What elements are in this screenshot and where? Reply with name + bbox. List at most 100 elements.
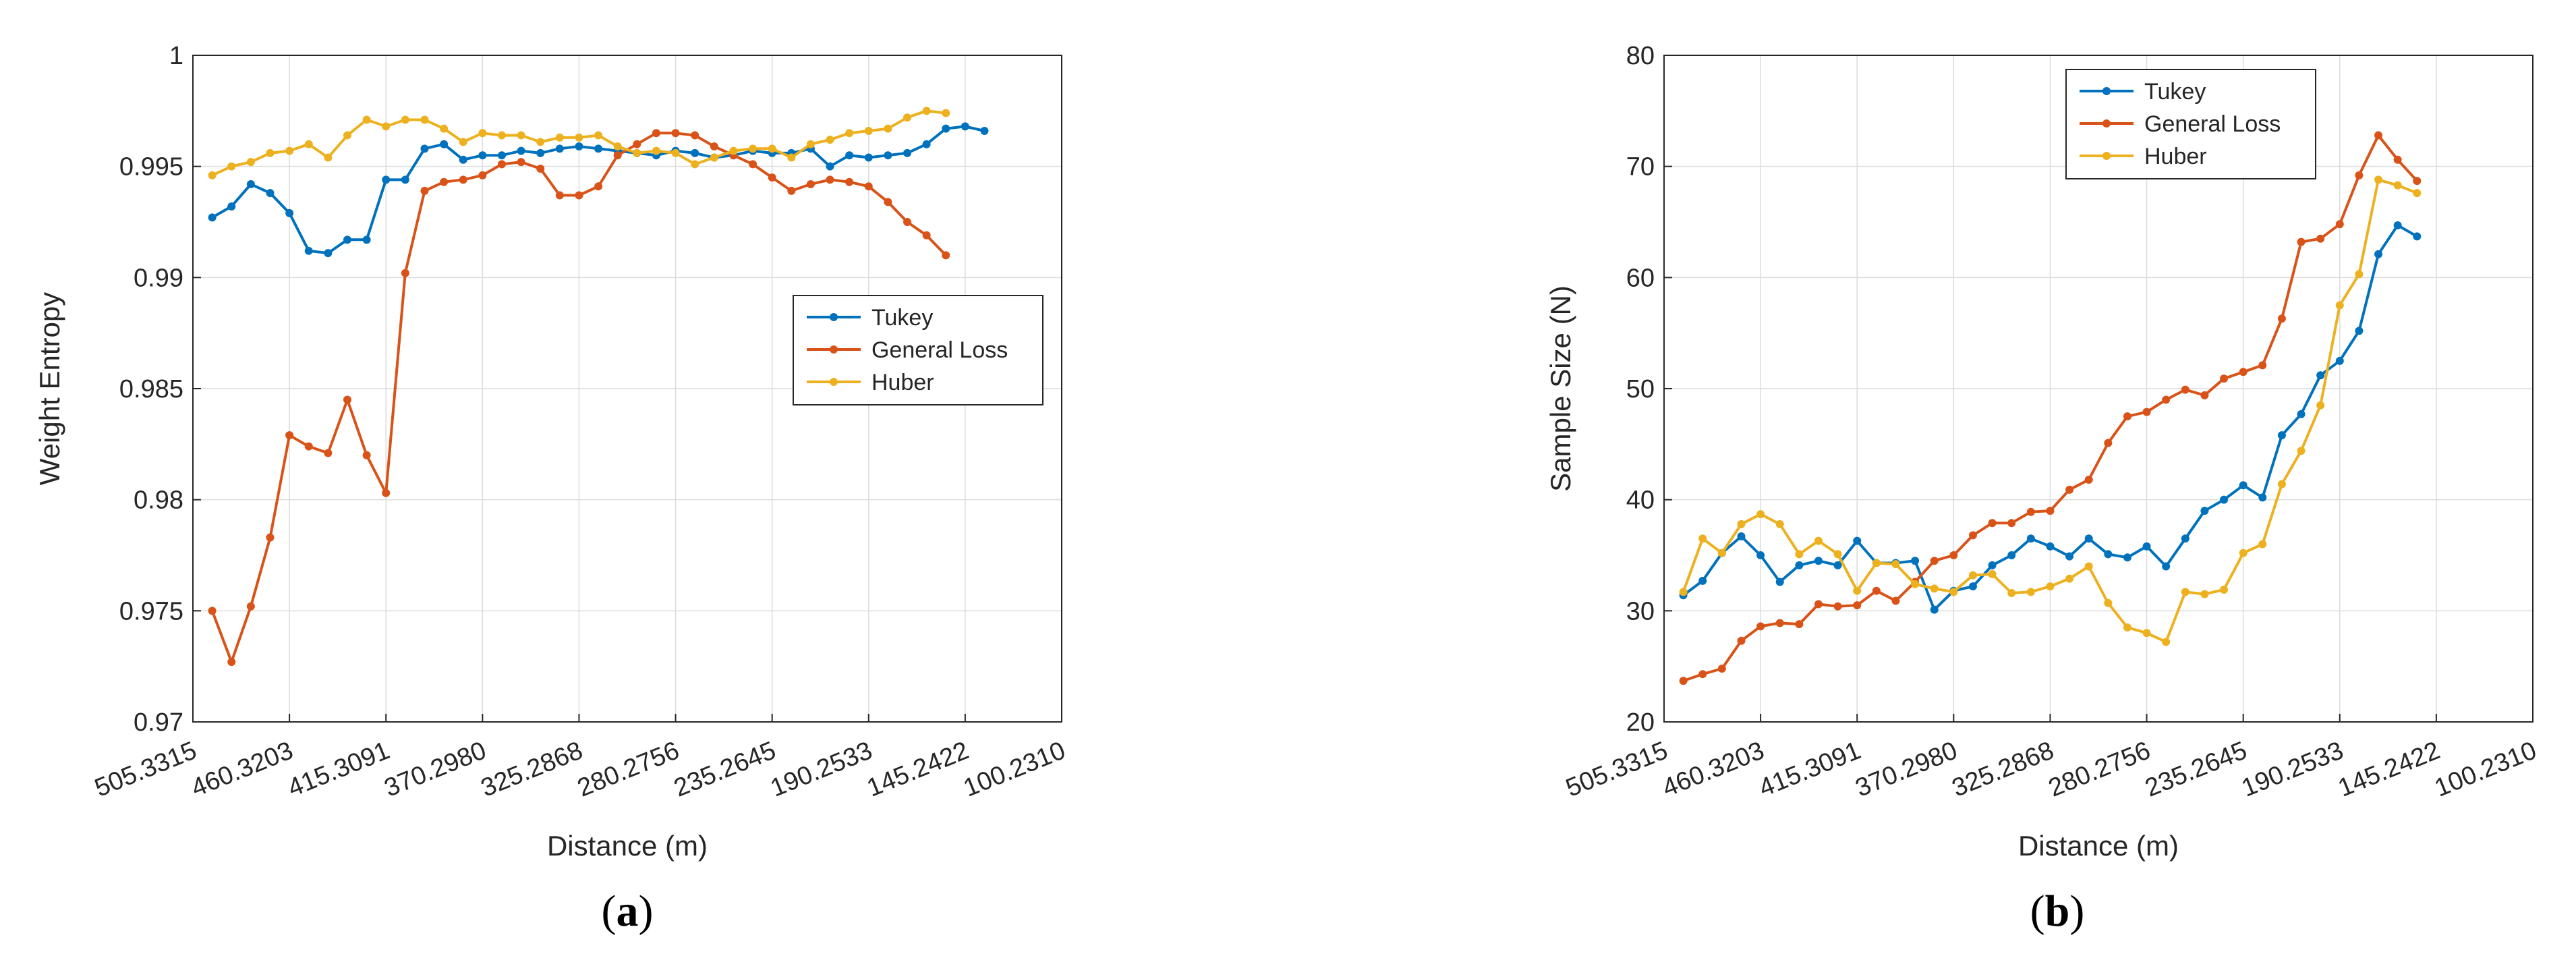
chart-b-series-general-loss-point xyxy=(2413,177,2422,186)
chart-a-series-tukey-point xyxy=(942,124,950,133)
chart-b-series-tukey-point xyxy=(2104,550,2113,559)
chart-b-series-tukey-point xyxy=(2374,250,2383,258)
chart-a-series-huber-point xyxy=(884,124,892,133)
chart-b-series-huber-point xyxy=(1795,550,1804,559)
chart-a-series-general-loss-point xyxy=(942,251,950,260)
chart-b-series-general-loss-point xyxy=(1756,622,1765,631)
chart-a-series-huber-point xyxy=(575,133,583,142)
chart-a-series-huber-point xyxy=(497,131,506,140)
chart-a-series-huber-point xyxy=(671,148,680,157)
chart-a-series-general-loss-point xyxy=(613,151,622,160)
chart-b-xtick-label: 325.2868 xyxy=(1948,736,2058,802)
chart-b-series-tukey-point xyxy=(1930,605,1939,614)
chart-b-series-general-loss-point xyxy=(1930,557,1939,565)
chart-b-series-general-loss-point xyxy=(2104,439,2113,447)
chart-a-series-tukey-point xyxy=(440,140,449,148)
chart-b-xtick-label: 280.2756 xyxy=(2044,736,2154,802)
chart-b-series-general-loss-point xyxy=(1949,551,1958,559)
chart-b-series-tukey-point xyxy=(1737,532,1746,541)
chart-a-xtick-label: 190.2533 xyxy=(766,736,876,802)
chart-b-series-tukey-point xyxy=(2335,356,2344,365)
chart-a-series-general-loss-point xyxy=(285,431,294,440)
chart-b-series-huber-point xyxy=(2239,549,2248,557)
chart-b-series-tukey-point xyxy=(2123,553,2131,562)
chart-b-series-tukey-point xyxy=(1911,557,1920,565)
chart-b-series-tukey-point xyxy=(2393,221,2402,229)
chart-b-series-huber-point xyxy=(2277,480,2286,488)
chart-b-series-general-loss-point xyxy=(1698,670,1707,679)
chart-b-series-tukey-point xyxy=(2007,551,2016,559)
chart-a-xlabel: Distance (m) xyxy=(547,830,708,862)
chart-b-series-general-loss-point xyxy=(2084,476,2093,484)
chart-a-series-huber-point xyxy=(691,160,699,169)
chart-b-series-huber-point xyxy=(2316,401,2325,410)
chart-b-ytick-label: 40 xyxy=(1626,486,1655,515)
chart-a-series-tukey-point xyxy=(266,189,275,198)
chart-b-series-huber-point xyxy=(2123,623,2131,632)
chart-a-series-tukey-point xyxy=(691,148,699,157)
chart-b-legend-tukey-label: Tukey xyxy=(2144,79,2206,105)
chart-b-series-general-loss-point xyxy=(2026,507,2035,516)
chart-b-series-tukey-point xyxy=(2258,493,2267,502)
chart-a-series-huber-point xyxy=(826,136,834,144)
chart-b-xtick-label: 100.2310 xyxy=(2431,736,2541,802)
chart-a-xtick-label: 280.2756 xyxy=(573,736,683,802)
chart-a-xtick-label: 145.2422 xyxy=(863,736,973,802)
chart-b-series-huber-point xyxy=(2046,582,2055,591)
chart-a-series-huber-point xyxy=(304,140,313,148)
chart-a-ytick-label: 0.985 xyxy=(119,375,183,403)
chart-a-series-general-loss-point xyxy=(266,533,275,542)
chart-b-xlabel: Distance (m) xyxy=(2018,830,2179,862)
chart-a-weight-entropy: 0.97 0.975 0.98 0.985 0.99 0.995 1 505.3315460.… xyxy=(34,42,1069,936)
chart-b-series-huber-point xyxy=(2374,175,2383,184)
chart-b-series-general-loss-point xyxy=(1988,519,1997,528)
chart-a-series-tukey-point xyxy=(304,246,313,255)
chart-b-series-huber-point xyxy=(1814,536,1823,545)
chart-a-xtick-label: 370.2980 xyxy=(380,736,490,802)
chart-b-legend-general-loss-marker xyxy=(2102,119,2111,128)
chart-a-series-tukey-point xyxy=(227,202,236,211)
chart-b-series-tukey-point xyxy=(2162,562,2171,571)
chart-b-series-general-loss-point xyxy=(1737,636,1746,645)
chart-b-series-general-loss-point xyxy=(2316,234,2325,243)
chart-b-series-tukey-point xyxy=(1988,561,1997,569)
chart-b-legend-general-loss-label: General Loss xyxy=(2144,111,2281,137)
chart-a-ytick-label: 0.98 xyxy=(134,486,183,515)
chart-b-panel-label: (b) xyxy=(2030,887,2085,936)
chart-a-series-tukey-point xyxy=(459,155,467,164)
chart-a-series-huber-point xyxy=(594,131,603,140)
chart-b-series-huber-point xyxy=(2104,598,2113,607)
chart-a-series-tukey-point xyxy=(343,235,351,244)
chart-a-series-huber-point xyxy=(343,131,351,140)
chart-a-series-general-loss-point xyxy=(401,269,409,277)
chart-a-series-general-loss-point xyxy=(671,129,680,138)
chart-b-series-huber-point xyxy=(1756,510,1765,519)
chart-b-legend-huber-label: Huber xyxy=(2144,144,2207,169)
chart-a-panel-label: (a) xyxy=(602,887,654,936)
chart-b-series-general-loss-point xyxy=(2220,374,2229,383)
chart-b-series-general-loss-point xyxy=(2065,485,2074,494)
chart-a-ytick-label: 0.975 xyxy=(119,597,183,625)
chart-a-series-general-loss-point xyxy=(440,177,449,186)
chart-a-legend-general-loss-marker xyxy=(830,345,838,354)
chart-b-series-general-loss-point xyxy=(2393,155,2402,164)
chart-a-xtick-label: 325.2868 xyxy=(477,736,587,802)
chart-b-series-general-loss-point xyxy=(2142,408,2151,416)
chart-b-xtick-label: 235.2645 xyxy=(2141,736,2251,802)
chart-b-series-huber-point xyxy=(2026,588,2035,596)
chart-a-series-general-loss-point xyxy=(246,602,255,611)
chart-b-series-huber-point xyxy=(1872,559,1881,567)
chart-a-xtick-label: 415.3091 xyxy=(284,736,394,802)
chart-b-series-huber-point xyxy=(2142,629,2151,638)
chart-a-series-general-loss-point xyxy=(575,191,583,200)
chart-a-series-huber-point xyxy=(401,115,409,124)
chart-b-series-huber-point xyxy=(2355,270,2364,279)
chart-b-series-general-loss-point xyxy=(2258,361,2267,370)
chart-b-series-huber-point xyxy=(1949,588,1958,596)
chart-b-series-tukey-point xyxy=(1775,578,1784,586)
chart-b-ytick-label: 30 xyxy=(1626,597,1655,625)
chart-a-series-general-loss-point xyxy=(208,607,217,615)
chart-a-series-general-loss-point xyxy=(594,182,603,191)
chart-a-series-huber-point xyxy=(208,171,217,179)
